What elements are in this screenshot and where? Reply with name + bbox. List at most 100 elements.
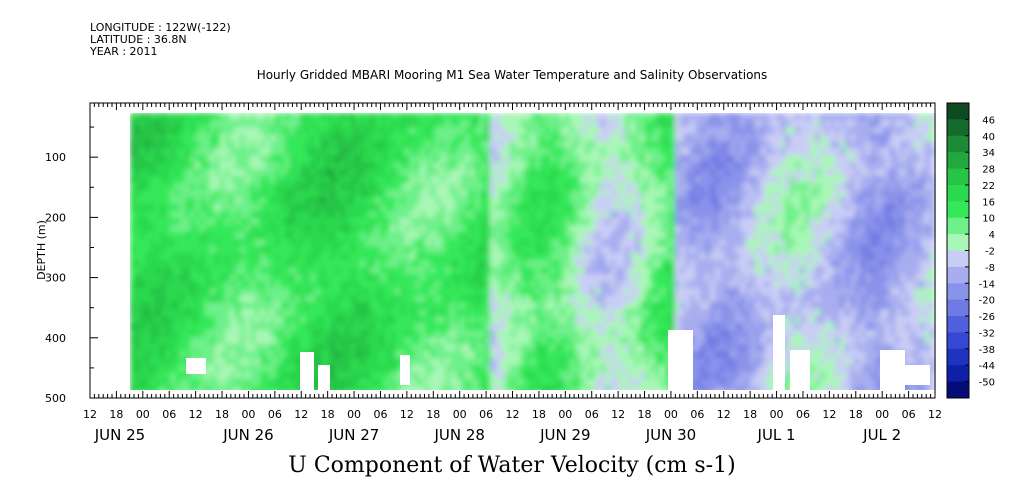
heatmap-cell <box>740 218 746 226</box>
heatmap-cell <box>305 309 311 317</box>
heatmap-cell <box>675 176 681 184</box>
heatmap-cell <box>545 162 551 170</box>
heatmap-cell <box>360 267 366 275</box>
heatmap-cell <box>470 176 476 184</box>
heatmap-cell <box>360 190 366 198</box>
heatmap-cell <box>425 204 431 212</box>
heatmap-cell <box>615 274 621 282</box>
heatmap-cell <box>745 190 751 198</box>
heatmap-cell <box>645 260 651 268</box>
heatmap-cell <box>155 141 161 149</box>
heatmap-cell <box>685 190 691 198</box>
heatmap-cell <box>220 183 226 191</box>
heatmap-cell <box>400 197 406 205</box>
heatmap-cell <box>255 211 261 219</box>
heatmap-cell <box>360 337 366 345</box>
heatmap-cell <box>140 274 146 282</box>
heatmap-cell <box>615 155 621 163</box>
heatmap-cell <box>550 372 556 380</box>
heatmap-cell <box>380 260 386 268</box>
heatmap-cell <box>645 155 651 163</box>
heatmap-cell <box>340 155 346 163</box>
heatmap-cell <box>250 323 256 331</box>
heatmap-cell <box>285 351 291 359</box>
heatmap-cell <box>450 225 456 233</box>
heatmap-cell <box>600 197 606 205</box>
heatmap-cell <box>545 351 551 359</box>
heatmap-cell <box>605 190 611 198</box>
heatmap-cell <box>260 358 266 366</box>
heatmap-cell <box>230 204 236 212</box>
heatmap-cell <box>460 330 466 338</box>
heatmap-cell <box>240 141 246 149</box>
heatmap-cell <box>735 176 741 184</box>
heatmap-cell <box>390 211 396 219</box>
heatmap-cell <box>155 148 161 156</box>
heatmap-cell <box>370 246 376 254</box>
heatmap-cell <box>285 379 291 387</box>
heatmap-cell <box>720 225 726 233</box>
heatmap-cell <box>145 169 151 177</box>
heatmap-cell <box>730 190 736 198</box>
heatmap-cell <box>355 176 361 184</box>
heatmap-cell <box>345 281 351 289</box>
heatmap-cell <box>545 281 551 289</box>
heatmap-cell <box>240 197 246 205</box>
heatmap-cell <box>665 316 671 324</box>
heatmap-cell <box>685 155 691 163</box>
heatmap-cell <box>255 162 261 170</box>
heatmap-cell <box>740 337 746 345</box>
heatmap-cell <box>560 260 566 268</box>
heatmap-cell <box>275 246 281 254</box>
heatmap-cell <box>535 267 541 275</box>
heatmap-cell <box>365 358 371 366</box>
heatmap-cell <box>200 232 206 240</box>
heatmap-cell <box>135 288 141 296</box>
heatmap-cell <box>240 316 246 324</box>
heatmap-cell <box>430 204 436 212</box>
heatmap-cell <box>645 232 651 240</box>
heatmap-cell <box>425 120 431 128</box>
heatmap-cell <box>615 183 621 191</box>
heatmap-cell <box>705 260 711 268</box>
heatmap-cell <box>700 351 706 359</box>
heatmap-cell <box>660 302 666 310</box>
heatmap-cell <box>345 351 351 359</box>
heatmap-cell <box>555 281 561 289</box>
heatmap-cell <box>690 211 696 219</box>
heatmap-cell <box>230 246 236 254</box>
heatmap-cell <box>520 344 526 352</box>
heatmap-cell <box>140 288 146 296</box>
heatmap-cell <box>590 372 596 380</box>
heatmap-cell <box>520 190 526 198</box>
heatmap-cell <box>260 204 266 212</box>
heatmap-cell <box>360 379 366 387</box>
heatmap-cell <box>635 225 641 233</box>
heatmap-cell <box>130 386 136 394</box>
heatmap-cell <box>295 386 301 394</box>
heatmap-cell <box>425 302 431 310</box>
heatmap-cell <box>380 155 386 163</box>
heatmap-cell <box>245 260 251 268</box>
heatmap-cell <box>610 253 616 261</box>
heatmap-cell <box>730 302 736 310</box>
heatmap-cell <box>270 323 276 331</box>
heatmap-cell <box>155 316 161 324</box>
heatmap-cell <box>525 141 531 149</box>
heatmap-cell <box>720 148 726 156</box>
heatmap-cell <box>430 281 436 289</box>
heatmap-cell <box>175 302 181 310</box>
heatmap-cell <box>515 141 521 149</box>
heatmap-cell <box>295 260 301 268</box>
heatmap-cell <box>700 141 706 149</box>
heatmap-cell <box>460 218 466 226</box>
heatmap-cell <box>230 316 236 324</box>
heatmap-cell <box>235 162 241 170</box>
heatmap-cell <box>160 330 166 338</box>
heatmap-cell <box>175 134 181 142</box>
heatmap-cell <box>645 302 651 310</box>
heatmap-cell <box>170 169 176 177</box>
heatmap-cell <box>135 344 141 352</box>
heatmap-cell <box>605 134 611 142</box>
heatmap-cell <box>350 225 356 233</box>
